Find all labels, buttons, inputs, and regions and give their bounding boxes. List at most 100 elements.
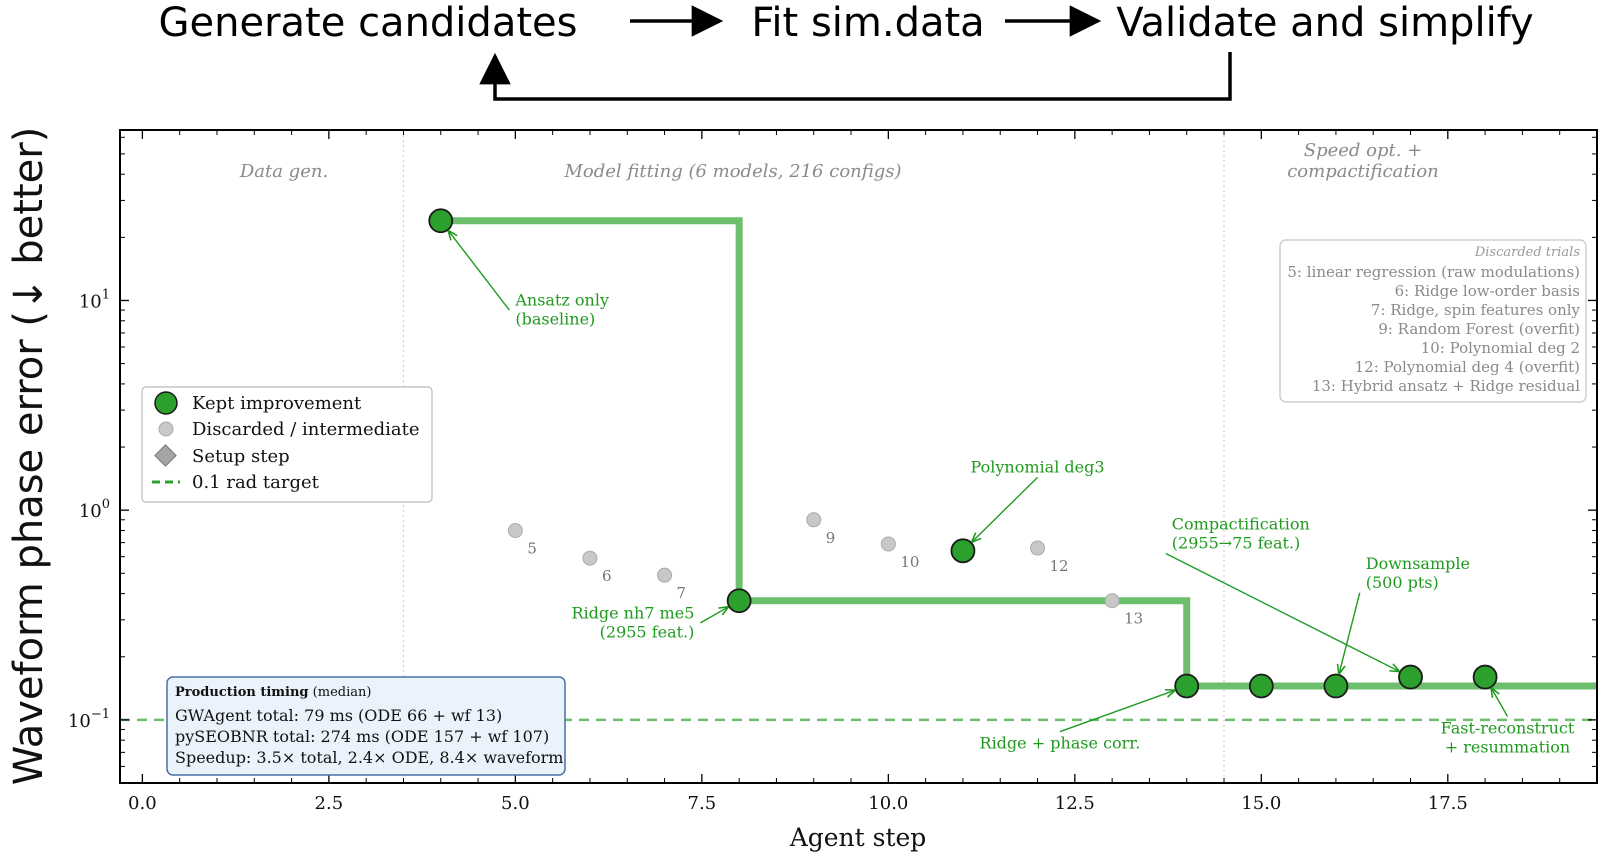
kept-point [726, 588, 752, 614]
legend-kept-label: Kept improvement [192, 393, 362, 414]
x-tick-label: 2.5 [315, 793, 344, 814]
discarded-box-frame [1279, 239, 1587, 403]
annotation-label: Ansatz only [514, 291, 609, 310]
legend: Kept improvement Discarded / intermediat… [141, 386, 433, 503]
y-tick-base: 10 [79, 501, 102, 522]
timing-box-frame [166, 676, 566, 776]
annotation-label: (2955 feat.) [600, 622, 695, 641]
annotation-arrow [449, 231, 510, 311]
y-tick-exponent: −1 [91, 707, 110, 722]
annotation-arrow [700, 607, 727, 624]
annotation-arrow [1492, 688, 1509, 717]
annotation-label: (500 pts) [1366, 573, 1439, 592]
discarded-point [657, 567, 673, 583]
annotation-label: (baseline) [515, 310, 595, 329]
timing-line: GWAgent total: 79 ms (ODE 66 + wf 13) [175, 706, 502, 725]
timing-title-bold: Production timing [175, 685, 309, 700]
annotation-label: Fast-reconstruct [1441, 718, 1575, 737]
x-tick-label: 12.5 [1055, 793, 1095, 814]
y-tick-base: 10 [79, 291, 102, 312]
discarded-point-label: 10 [900, 553, 919, 571]
y-axis-label: Waveform phase error (↓ better) [6, 127, 52, 786]
region-label-model-fitting: Model fitting (6 models, 216 configs) [563, 161, 901, 182]
y-tick-label: 100 [79, 497, 110, 522]
x-tick-label: 0.0 [128, 793, 157, 814]
discarded-point-label: 7 [677, 584, 687, 602]
annotation-arrow [1059, 690, 1175, 733]
x-tick-label: 7.5 [688, 793, 717, 814]
timing-line: pySEOBNR total: 274 ms (ODE 157 + wf 107… [175, 727, 549, 746]
region-label-speed-opt-1: Speed opt. + [1304, 140, 1423, 161]
y-tick-base: 10 [68, 711, 91, 732]
kept-point [950, 538, 976, 564]
flow-step-generate: Generate candidates [159, 0, 578, 46]
kept-point [1174, 673, 1200, 699]
flow-step-fit: Fit sim.data [751, 0, 984, 46]
y-tick-label: 101 [79, 287, 110, 312]
x-tick-label: 5.0 [501, 793, 530, 814]
flow-diagram: Generate candidates Fit sim.data Validat… [159, 0, 1534, 101]
flow-feedback-arrow [479, 52, 1232, 101]
flow-step-validate: Validate and simplify [1116, 0, 1533, 46]
timing-box-title: Production timing (median) [175, 685, 371, 700]
x-tick-label: 10.0 [868, 793, 908, 814]
discarded-item: 12: Polynomial deg 4 (overfit) [1355, 358, 1580, 376]
kept-point [1248, 673, 1274, 699]
timing-title-rest: (median) [309, 685, 372, 700]
legend-setup-marker [154, 444, 177, 467]
discarded-item: 9: Random Forest (overfit) [1378, 320, 1580, 338]
annotation-label: (2955→75 feat.) [1172, 533, 1301, 552]
y-tick-exponent: 0 [102, 497, 110, 512]
discarded-point [1030, 540, 1046, 556]
discarded-item: 7: Ridge, spin features only [1371, 301, 1581, 319]
annotation-layer: Ansatz only(baseline) Ridge nh7 me5(2955 … [449, 231, 1575, 756]
legend-setup-label: Setup step [192, 446, 290, 467]
annotation-label: Polynomial deg3 [971, 457, 1105, 476]
annotation-arrow [1339, 592, 1361, 674]
y-tick-label: 10−1 [68, 707, 110, 732]
discarded-point [806, 512, 822, 528]
kept-point [428, 208, 454, 234]
discarded-box-title: Discarded trials [1474, 245, 1580, 260]
discarded-item: 5: linear regression (raw modulations) [1287, 263, 1580, 281]
region-label-speed-opt-2: compactification [1287, 161, 1439, 182]
discarded-point-label: 9 [826, 529, 836, 547]
discarded-point [582, 550, 598, 566]
x-axis-label: Agent step [789, 823, 927, 852]
discarded-point [507, 522, 523, 538]
discarded-point-label: 5 [527, 539, 537, 557]
points-layer: 5 6 7 9 10 12 13 [428, 208, 1498, 699]
region-label-data-gen: Data gen. [239, 161, 328, 182]
annotation-label: + resummation [1445, 737, 1571, 756]
annotation-arrow [1165, 552, 1399, 671]
legend-box [141, 386, 433, 503]
y-tick-exponent: 1 [102, 287, 110, 302]
annotation-label: Ridge nh7 me5 [571, 603, 694, 622]
production-timing-box: Production timing (median) GWAgent total… [166, 676, 566, 776]
legend-target-label: 0.1 rad target [192, 472, 320, 493]
discarded-point [880, 536, 896, 552]
legend-kept-marker [154, 391, 178, 415]
legend-discarded-marker [158, 421, 174, 437]
kept-point [1472, 664, 1498, 690]
x-tick-label: 15.0 [1241, 793, 1281, 814]
discarded-point-label: 13 [1124, 610, 1143, 628]
timing-line: Speedup: 3.5× total, 2.4× ODE, 8.4× wave… [175, 748, 563, 767]
kept-point [1323, 673, 1349, 699]
discarded-point-label: 6 [602, 567, 612, 585]
discarded-trials-box: Discarded trials 5: linear regression (r… [1279, 239, 1587, 403]
annotation-label: Downsample [1366, 554, 1470, 573]
kept-point [1398, 664, 1423, 690]
annotation-label: Compactification [1172, 514, 1310, 533]
discarded-point [1104, 593, 1120, 609]
discarded-item: 10: Polynomial deg 2 [1421, 339, 1580, 357]
discarded-item: 13: Hybrid ansatz + Ridge residual [1312, 377, 1580, 395]
annotation-arrow [972, 476, 1039, 541]
x-tick-label: 17.5 [1428, 793, 1468, 814]
plot-frame [119, 129, 1598, 784]
discarded-item: 6: Ridge low-order basis [1395, 282, 1580, 300]
discarded-point-label: 12 [1050, 557, 1069, 575]
legend-discarded-label: Discarded / intermediate [192, 419, 420, 440]
